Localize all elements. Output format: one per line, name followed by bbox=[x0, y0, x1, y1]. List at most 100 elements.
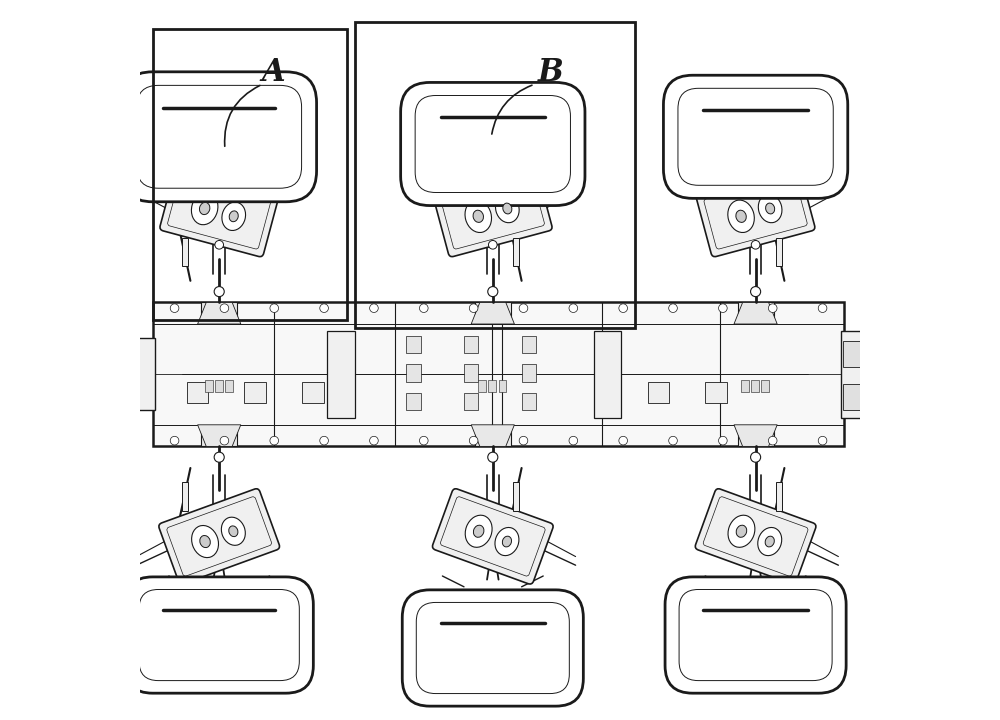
Ellipse shape bbox=[502, 536, 512, 547]
Ellipse shape bbox=[214, 452, 224, 462]
Ellipse shape bbox=[488, 287, 498, 297]
Ellipse shape bbox=[220, 304, 229, 312]
FancyBboxPatch shape bbox=[695, 489, 816, 584]
Bar bbox=[522, 364, 536, 382]
Bar bbox=[327, 331, 355, 418]
Ellipse shape bbox=[619, 304, 627, 312]
Ellipse shape bbox=[495, 528, 519, 556]
Bar bbox=[648, 382, 669, 403]
Ellipse shape bbox=[728, 200, 754, 233]
Bar bbox=[406, 336, 421, 353]
Ellipse shape bbox=[569, 436, 578, 445]
Ellipse shape bbox=[669, 436, 677, 445]
Ellipse shape bbox=[488, 452, 498, 462]
Ellipse shape bbox=[370, 436, 378, 445]
Ellipse shape bbox=[751, 452, 761, 462]
Ellipse shape bbox=[519, 304, 528, 312]
Bar bbox=[182, 238, 188, 266]
Ellipse shape bbox=[370, 304, 378, 312]
Ellipse shape bbox=[736, 525, 747, 537]
Ellipse shape bbox=[619, 436, 627, 445]
FancyBboxPatch shape bbox=[401, 83, 585, 206]
Bar bbox=[513, 238, 519, 266]
Ellipse shape bbox=[191, 192, 218, 225]
Ellipse shape bbox=[473, 525, 484, 537]
Bar bbox=[522, 393, 536, 410]
Ellipse shape bbox=[818, 304, 827, 312]
Bar bbox=[738, 302, 774, 318]
Bar bbox=[464, 364, 478, 382]
Ellipse shape bbox=[465, 200, 492, 233]
Ellipse shape bbox=[569, 304, 578, 312]
Bar bbox=[225, 380, 233, 392]
Ellipse shape bbox=[765, 536, 774, 547]
Polygon shape bbox=[198, 425, 241, 446]
Ellipse shape bbox=[229, 526, 238, 536]
FancyBboxPatch shape bbox=[125, 577, 313, 693]
Ellipse shape bbox=[200, 536, 210, 548]
Ellipse shape bbox=[221, 517, 245, 545]
Ellipse shape bbox=[758, 194, 782, 222]
Polygon shape bbox=[471, 425, 514, 446]
Text: A: A bbox=[261, 56, 285, 88]
FancyBboxPatch shape bbox=[122, 72, 317, 202]
Bar bbox=[153, 29, 347, 320]
Ellipse shape bbox=[220, 436, 229, 445]
Bar bbox=[738, 431, 774, 446]
Bar bbox=[128, 338, 155, 410]
Ellipse shape bbox=[320, 304, 328, 312]
Ellipse shape bbox=[270, 436, 279, 445]
Ellipse shape bbox=[465, 516, 492, 547]
Polygon shape bbox=[471, 302, 514, 324]
Bar bbox=[478, 380, 486, 392]
Bar bbox=[475, 431, 511, 446]
Ellipse shape bbox=[728, 516, 755, 547]
Ellipse shape bbox=[766, 203, 775, 214]
Bar bbox=[841, 331, 869, 418]
Polygon shape bbox=[734, 302, 777, 324]
Bar bbox=[522, 336, 536, 353]
Bar bbox=[244, 382, 266, 403]
Ellipse shape bbox=[768, 304, 777, 312]
Bar bbox=[201, 431, 237, 446]
Bar bbox=[201, 302, 237, 318]
Bar bbox=[776, 482, 782, 511]
Ellipse shape bbox=[469, 304, 478, 312]
Bar bbox=[488, 380, 496, 392]
FancyBboxPatch shape bbox=[434, 168, 552, 256]
Ellipse shape bbox=[215, 240, 224, 249]
FancyBboxPatch shape bbox=[402, 590, 583, 706]
Ellipse shape bbox=[519, 436, 528, 445]
Text: B: B bbox=[538, 56, 563, 88]
Ellipse shape bbox=[719, 436, 727, 445]
Ellipse shape bbox=[170, 436, 179, 445]
Ellipse shape bbox=[214, 287, 224, 297]
Ellipse shape bbox=[496, 194, 519, 222]
Ellipse shape bbox=[768, 436, 777, 445]
Ellipse shape bbox=[199, 202, 210, 215]
Bar bbox=[513, 482, 519, 511]
Ellipse shape bbox=[473, 210, 483, 222]
Ellipse shape bbox=[192, 526, 219, 557]
Bar bbox=[761, 380, 769, 392]
Bar bbox=[187, 382, 208, 403]
Bar bbox=[464, 336, 478, 353]
Bar bbox=[205, 380, 213, 392]
FancyBboxPatch shape bbox=[159, 489, 280, 584]
FancyBboxPatch shape bbox=[663, 76, 848, 198]
Bar bbox=[355, 22, 635, 328]
Ellipse shape bbox=[170, 304, 179, 312]
Ellipse shape bbox=[751, 240, 760, 249]
Bar bbox=[153, 302, 844, 446]
Ellipse shape bbox=[229, 211, 238, 222]
FancyBboxPatch shape bbox=[696, 168, 815, 256]
FancyBboxPatch shape bbox=[665, 577, 846, 693]
Ellipse shape bbox=[222, 202, 246, 230]
Bar bbox=[751, 380, 759, 392]
FancyBboxPatch shape bbox=[160, 168, 278, 256]
Bar bbox=[741, 380, 749, 392]
Bar bbox=[302, 382, 324, 403]
Bar bbox=[776, 238, 782, 266]
Bar bbox=[215, 380, 223, 392]
Ellipse shape bbox=[818, 436, 827, 445]
